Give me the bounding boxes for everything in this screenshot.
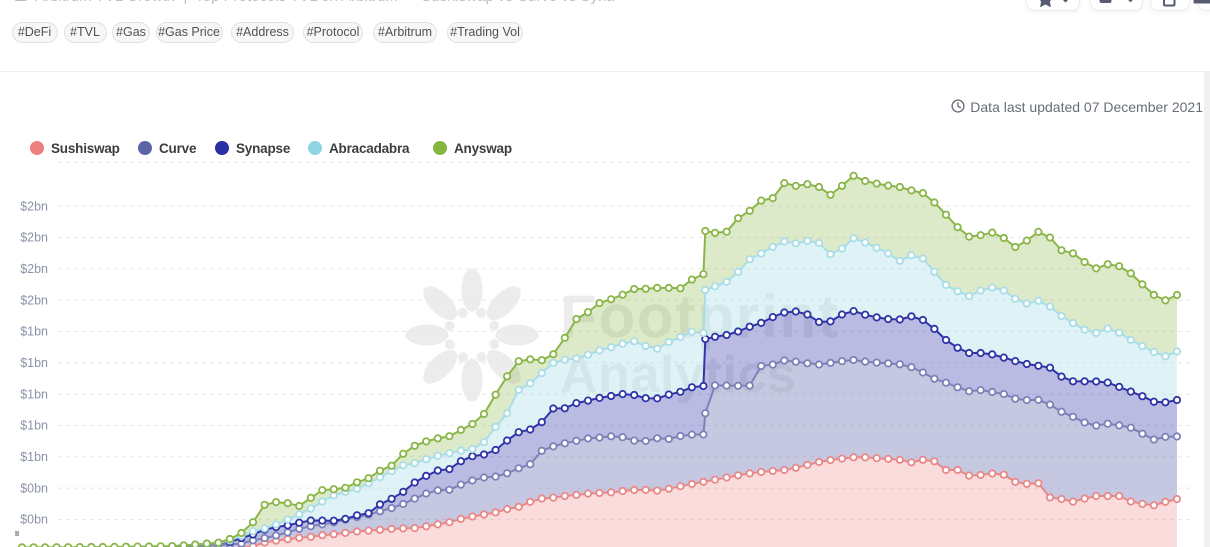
svg-text:$2bn: $2bn (20, 231, 48, 245)
svg-text:$2bn: $2bn (20, 293, 48, 307)
svg-text:$0bn: $0bn (20, 513, 48, 527)
svg-text:$0bn: $0bn (20, 481, 48, 495)
svg-text:$2bn: $2bn (20, 262, 48, 276)
svg-text:$1bn: $1bn (20, 356, 48, 370)
svg-text:$2bn: $2bn (20, 199, 48, 213)
svg-text:$1bn: $1bn (20, 387, 48, 401)
svg-text:$1bn: $1bn (20, 450, 48, 464)
svg-text:$1bn: $1bn (20, 419, 48, 433)
svg-text:Footprint: Footprint (560, 283, 838, 350)
svg-text:$1bn: $1bn (20, 325, 48, 339)
